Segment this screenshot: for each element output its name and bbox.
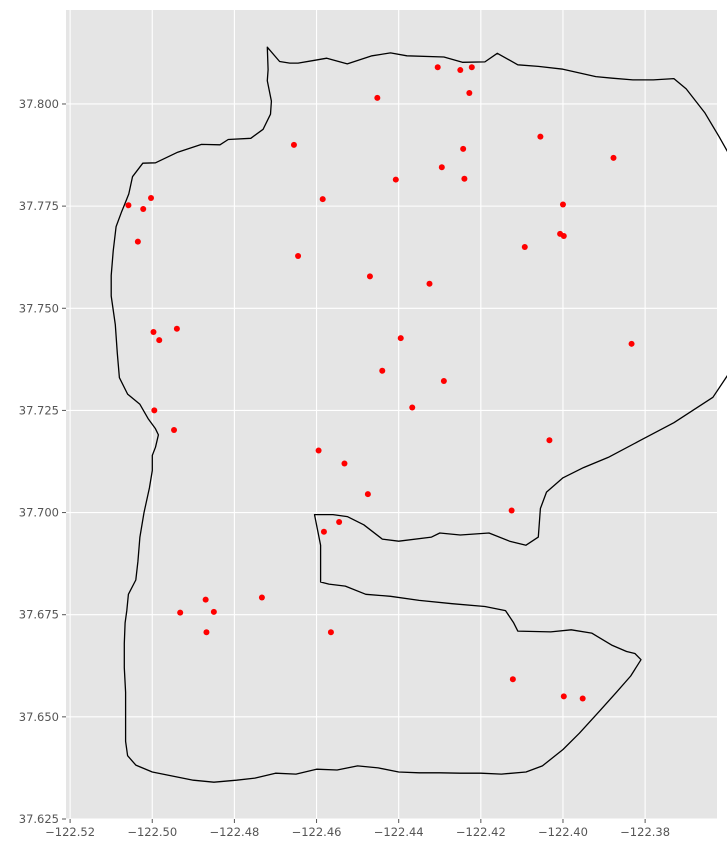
data-point	[438, 164, 445, 171]
data-point	[559, 201, 566, 208]
data-point	[460, 145, 467, 152]
x-tick-label: −122.46	[292, 825, 342, 839]
data-point	[151, 407, 158, 414]
data-point	[171, 427, 178, 434]
data-point	[440, 377, 447, 384]
x-tick-label: −122.38	[620, 825, 670, 839]
y-tick-label: 37.650	[19, 710, 59, 724]
data-point	[628, 340, 635, 347]
data-point	[509, 676, 516, 683]
y-tick-label: 37.700	[19, 506, 59, 520]
x-tick-label: −122.40	[538, 825, 588, 839]
data-point	[466, 89, 473, 96]
data-point	[148, 194, 155, 201]
data-point	[579, 695, 586, 702]
data-point	[468, 64, 475, 71]
data-points	[125, 64, 635, 702]
data-point	[397, 335, 404, 342]
data-point	[202, 596, 209, 603]
x-tick-label: −122.42	[456, 825, 506, 839]
data-point	[140, 205, 147, 212]
data-point	[156, 337, 163, 344]
x-axis-ticks: −122.52 −122.50 −122.48 −122.46 −122.44 −122.…	[45, 819, 670, 839]
data-point	[610, 154, 617, 161]
y-tick-label: 37.675	[19, 608, 59, 622]
data-point	[290, 141, 297, 148]
data-point	[366, 273, 373, 280]
data-point	[560, 693, 567, 700]
y-tick-label: 37.725	[19, 403, 59, 417]
data-point	[374, 94, 381, 101]
data-point	[560, 232, 567, 239]
data-point	[434, 64, 441, 71]
data-point	[379, 367, 386, 374]
data-point	[537, 133, 544, 140]
data-point	[295, 252, 302, 259]
data-point	[461, 175, 468, 182]
data-point	[426, 280, 433, 287]
data-point	[392, 176, 399, 183]
data-point	[134, 238, 141, 245]
x-tick-label: −122.52	[45, 825, 95, 839]
city-boundary	[110, 46, 727, 783]
data-point	[203, 629, 210, 636]
data-point	[125, 202, 132, 209]
data-point	[336, 518, 343, 525]
data-point	[364, 491, 371, 498]
plot-area	[66, 10, 717, 819]
y-axis-ticks: 37.625 37.650 37.675 37.700 37.725 37.750 37.7…	[19, 97, 66, 826]
data-point	[258, 594, 265, 601]
data-point	[457, 67, 464, 74]
y-tick-label: 37.800	[19, 97, 59, 111]
x-tick-label: −122.50	[127, 825, 177, 839]
data-point	[521, 243, 528, 250]
data-point	[546, 437, 553, 444]
x-tick-label: −122.44	[374, 825, 424, 839]
data-point	[315, 447, 322, 454]
data-point	[177, 609, 184, 616]
data-point	[341, 460, 348, 467]
data-point	[150, 328, 157, 335]
y-tick-label: 37.625	[19, 812, 59, 826]
grid	[66, 10, 717, 820]
data-point	[327, 629, 334, 636]
data-point	[319, 196, 326, 203]
data-point	[409, 404, 416, 411]
data-point	[210, 608, 217, 615]
data-point	[173, 325, 180, 332]
y-tick-label: 37.775	[19, 199, 59, 213]
data-point	[320, 528, 327, 535]
x-tick-label: −122.48	[209, 825, 259, 839]
y-tick-label: 37.750	[19, 301, 59, 315]
data-point	[508, 507, 515, 514]
